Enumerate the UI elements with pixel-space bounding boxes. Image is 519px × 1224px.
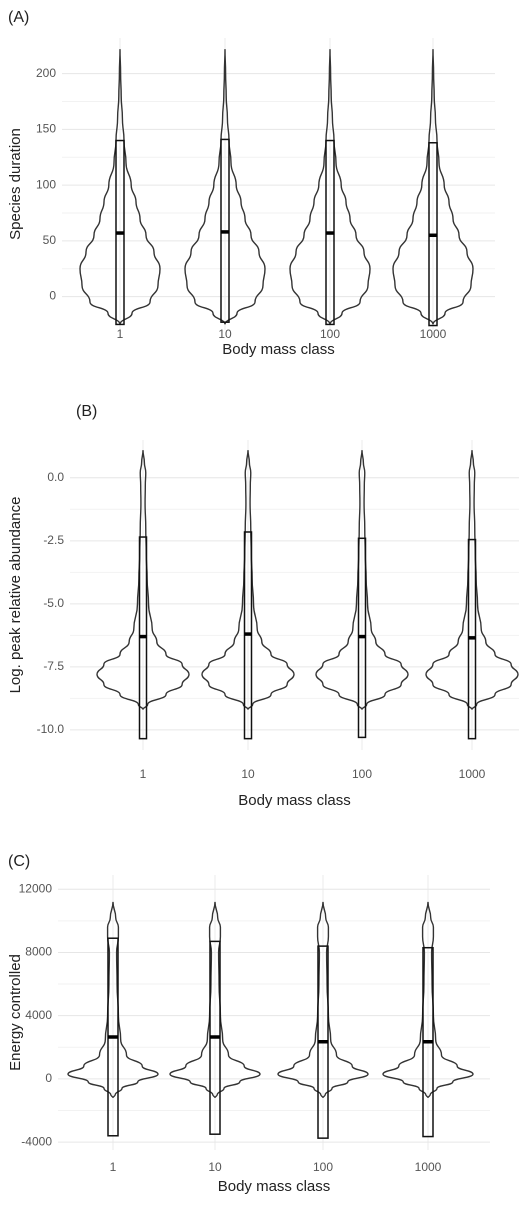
x-tick-label: 10 [208, 1160, 222, 1174]
y-tick-label: 8000 [25, 945, 52, 959]
x-tick-label: 1 [117, 327, 124, 341]
x-tick-label: 100 [313, 1160, 333, 1174]
y-tick-label: 150 [36, 122, 56, 136]
y-tick-label: 50 [43, 233, 57, 247]
y-tick-label: 0 [49, 289, 56, 303]
x-tick-label: 10 [241, 767, 255, 781]
y-tick-label: 12000 [19, 881, 53, 895]
y-tick-label: -2.5 [43, 533, 64, 547]
x-axis-label: Body mass class [218, 1178, 331, 1195]
x-tick-label: 10 [218, 327, 232, 341]
y-tick-label: -5.0 [43, 596, 64, 610]
x-axis-label: Body mass class [238, 792, 351, 809]
y-axis-label: Energy controlled [7, 954, 24, 1071]
x-tick-label: 1000 [420, 327, 447, 341]
x-axis-label: Body mass class [222, 341, 335, 358]
y-tick-label: -7.5 [43, 659, 64, 673]
x-tick-label: 100 [352, 767, 372, 781]
violin [382, 901, 474, 1098]
violin [67, 901, 159, 1098]
panel-title: (B) [76, 403, 97, 420]
y-tick-label: 100 [36, 177, 56, 191]
y-tick-label: 0.0 [47, 470, 64, 484]
x-tick-label: 100 [320, 327, 340, 341]
y-axis-label: Log. peak relative abundance [7, 497, 24, 694]
violin [277, 901, 369, 1098]
y-tick-label: 200 [36, 66, 56, 80]
x-tick-label: 1 [110, 1160, 117, 1174]
y-tick-label: -10.0 [37, 722, 65, 736]
y-tick-label: 0 [45, 1071, 52, 1085]
x-tick-label: 1000 [415, 1160, 442, 1174]
violin [169, 901, 261, 1098]
x-tick-label: 1 [140, 767, 147, 781]
x-tick-label: 1000 [459, 767, 486, 781]
y-tick-label: -4000 [21, 1134, 52, 1148]
y-axis-label: Species duration [7, 128, 24, 240]
panel-title: (C) [8, 853, 30, 870]
panel-title: (A) [8, 9, 29, 26]
y-tick-label: 4000 [25, 1008, 52, 1022]
